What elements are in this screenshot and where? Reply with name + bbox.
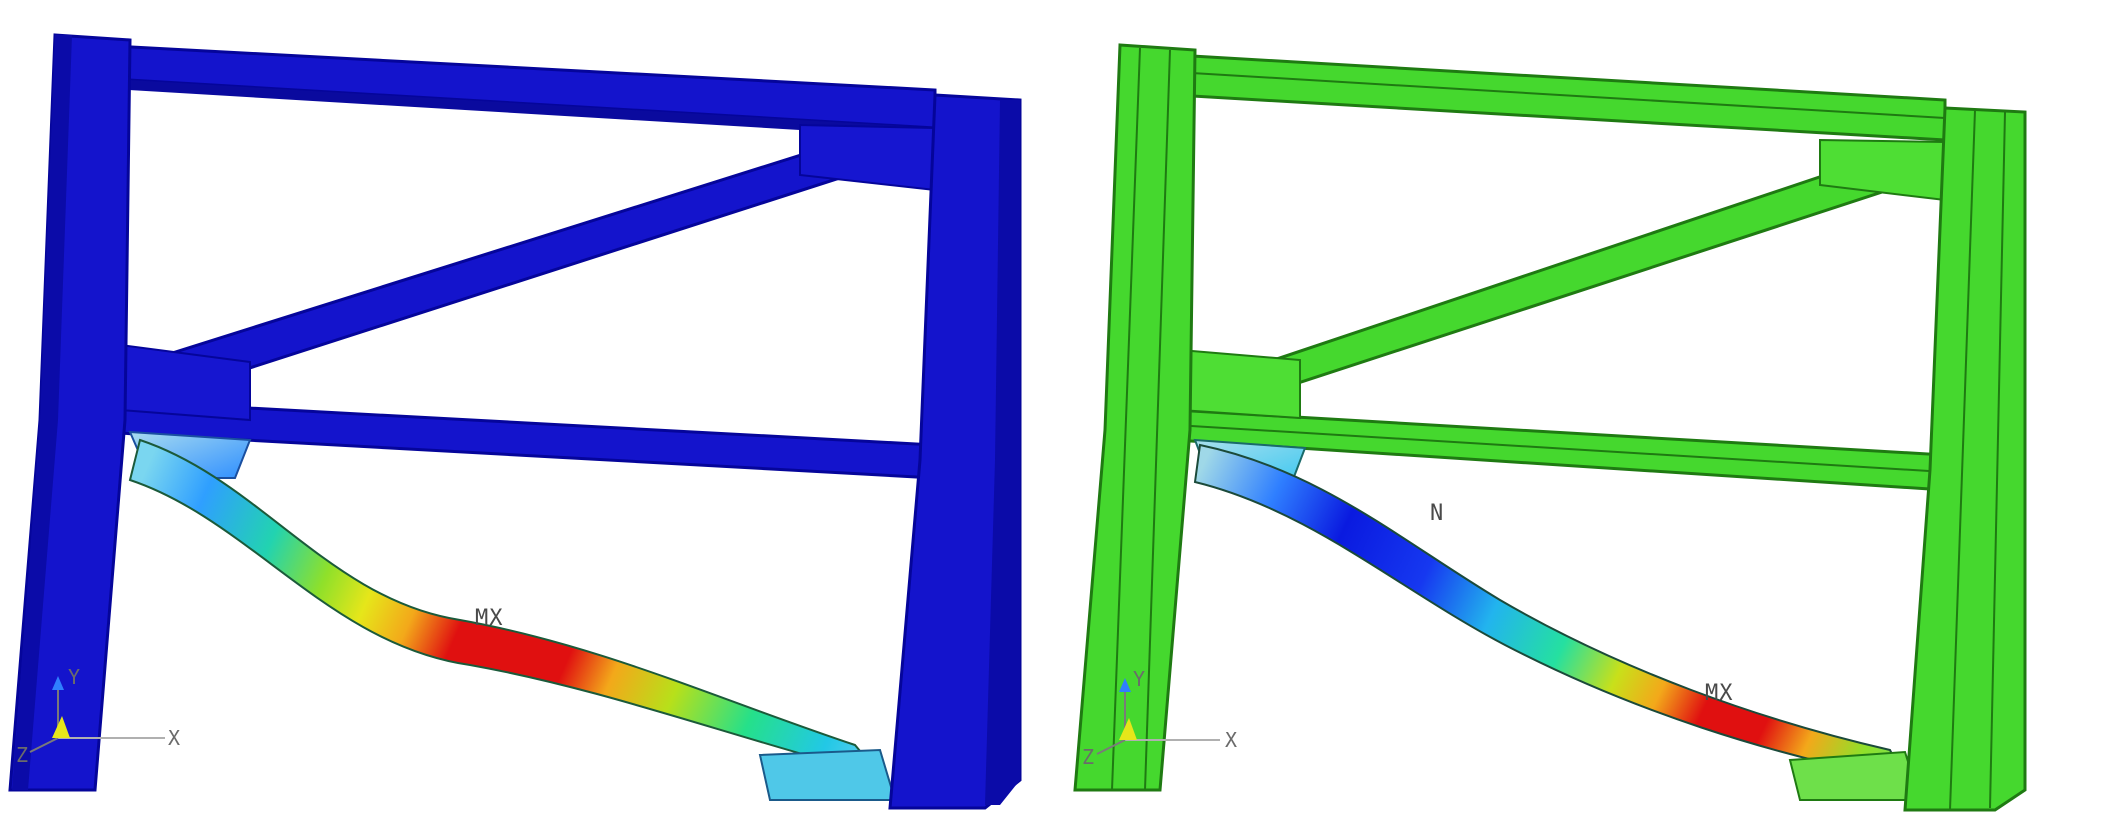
right-middle-gusset: [1179, 348, 1301, 420]
left-triad-y-label: Y: [68, 665, 80, 689]
right-upper-diagonal-brace: [1217, 148, 1928, 404]
right-left-column: [1073, 43, 1197, 792]
left-panel: MX Y X Z: [8, 33, 1022, 810]
right-right-column: [1903, 106, 2027, 812]
left-left-column-web: [12, 35, 72, 790]
left-coordinate-triad: Y X Z: [16, 665, 180, 767]
right-triad-x-label: X: [1225, 728, 1237, 752]
right-triad-y-label: Y: [1133, 667, 1145, 691]
left-lower-right-gusset-contour: [758, 748, 897, 801]
left-triad-z-label: Z: [16, 743, 28, 767]
left-right-column-web: [985, 100, 1020, 805]
left-lower-brace-contour: [128, 438, 883, 777]
right-top-beam: [1173, 53, 1947, 142]
right-lower-brace-contour: [1193, 443, 1907, 782]
right-triad-z-label: Z: [1082, 745, 1094, 769]
left-upper-diagonal-brace: [147, 136, 883, 394]
left-top-beam-flange: [95, 78, 935, 138]
right-max-label: MX: [1705, 681, 1734, 706]
left-max-label: MX: [475, 606, 504, 631]
right-coordinate-triad: Y X Z: [1082, 667, 1237, 769]
right-min-label: N: [1430, 501, 1444, 526]
right-lower-right-gusset: [1788, 750, 1922, 801]
right-panel: N MX Y X Z: [1073, 43, 2027, 812]
left-triad-x-label: X: [168, 726, 180, 750]
